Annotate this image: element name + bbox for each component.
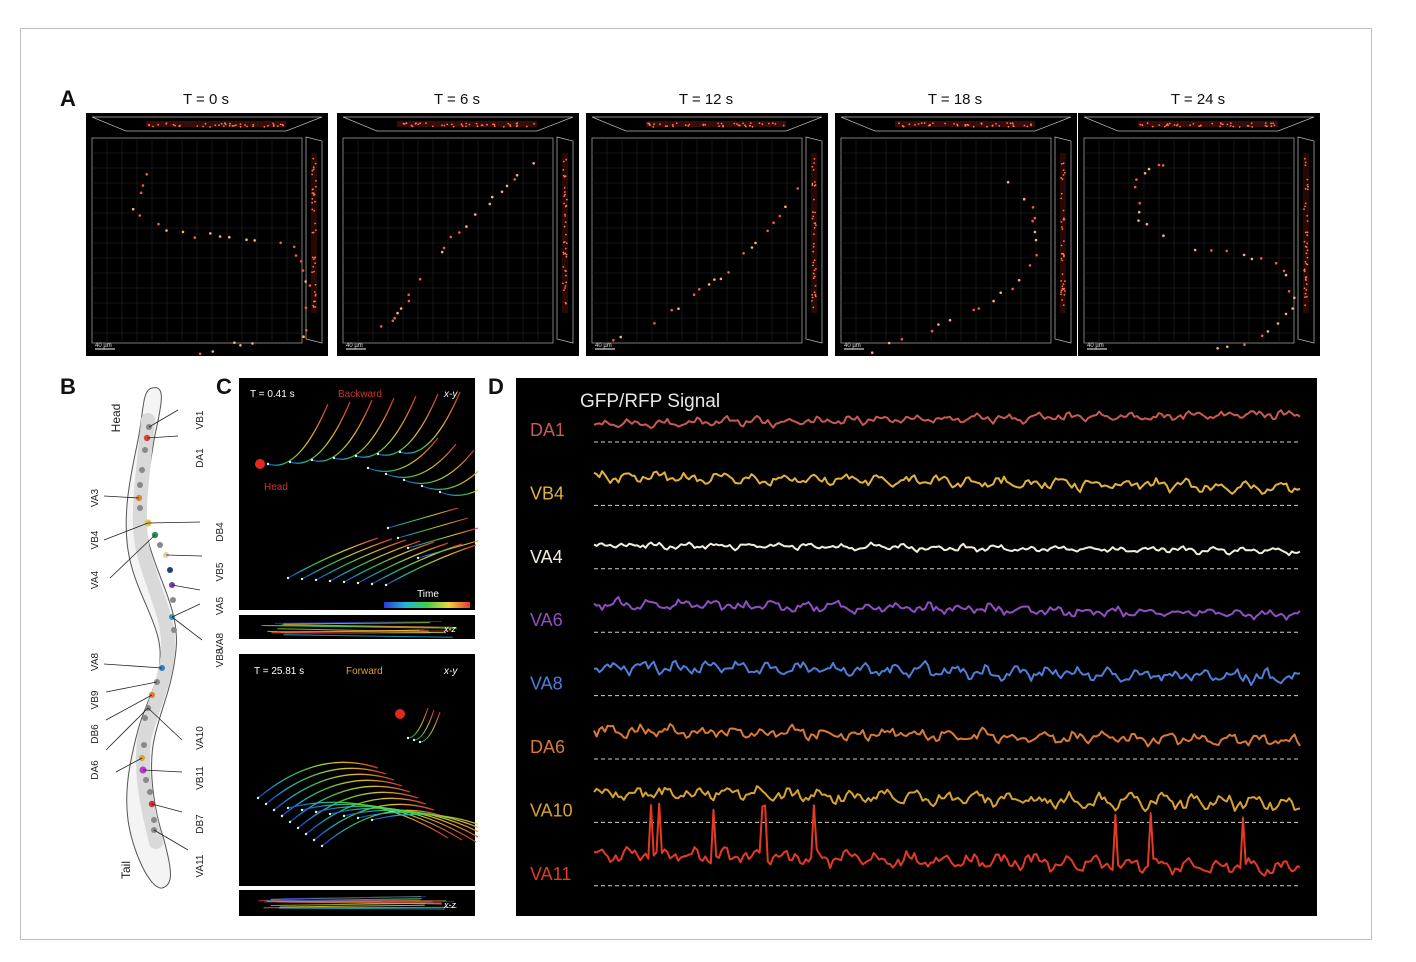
microscopy-volume: 40 µm (586, 113, 828, 356)
neuron-label: VB1 (195, 410, 206, 429)
panel-c-top-xy (239, 378, 475, 610)
bottom-plane-label: x-y (443, 666, 458, 677)
top-time-label: T = 0.41 s (250, 389, 295, 400)
signal-trace (593, 659, 1301, 686)
timepoint-label: T = 24 s (1170, 91, 1226, 108)
top-side-plane-label: x-z (443, 624, 456, 634)
trace-label: VB4 (530, 483, 564, 503)
panel-c-label: C (216, 374, 232, 399)
timepoint-label: T = 12 s (678, 91, 734, 108)
neuron-label: DA6 (90, 760, 101, 780)
neuron-label: VB4 (90, 530, 101, 549)
trace-label: DA1 (530, 420, 565, 440)
trace-label: VA11 (530, 864, 571, 884)
worm-head-label: Head (109, 404, 123, 433)
time-colorbar (384, 602, 470, 608)
neuron-label: VA11 (195, 854, 206, 877)
neuron-label: VA5 (215, 596, 226, 615)
trace-label: VA6 (530, 610, 563, 630)
panel-d-title: GFP/RFP Signal (580, 391, 720, 412)
worm-tail-label: Tail (119, 861, 133, 879)
signal-trace (593, 596, 1301, 621)
panel-b-label: B (60, 374, 76, 399)
neuron-label: VB8 (215, 648, 226, 667)
microscopy-volume: 40 µm (1078, 113, 1320, 356)
timepoint-label: T = 0 s (183, 91, 229, 108)
signal-trace (593, 723, 1301, 748)
trace-label: DA6 (530, 737, 565, 757)
microscopy-volume: 40 µm (835, 113, 1077, 356)
panel-d-calcium-traces: GFP/RFP Signal DA1 VB4 VA4 VA6 VA8 DA6 VA10 VA1… (516, 378, 1317, 916)
svg-text:40 µm: 40 µm (346, 343, 363, 349)
head-marker-dot (395, 709, 405, 719)
panel-b-worm-diagram: Head Tail VB1 DA1 DB4 VB5 VA5 VB8 VA8 VA… (90, 387, 226, 889)
bottom-direction-label: Forward (346, 666, 383, 677)
svg-text:40 µm: 40 µm (844, 343, 861, 349)
signal-trace (593, 785, 1301, 813)
svg-text:40 µm: 40 µm (1087, 343, 1104, 349)
svg-text:40 µm: 40 µm (595, 343, 612, 349)
top-plane-label: x-y (443, 389, 458, 400)
panel-d-background (516, 378, 1317, 916)
panel-c-trajectories: Time T = 0.41 s Backward x-y Head x-z T … (239, 378, 478, 916)
neuron-label: DB6 (90, 724, 101, 744)
signal-trace (593, 802, 1301, 877)
microscopy-volume: 40 µm (337, 113, 579, 356)
neuron-label: VA8 (90, 652, 101, 671)
panel-c-bottom-xy (239, 654, 475, 886)
trajectory-lines-xz (258, 620, 457, 910)
panel-a-label: A (60, 86, 76, 111)
trajectory-lines-top (266, 391, 478, 587)
trajectory-lines-bottom (256, 707, 478, 848)
neuron-label: DB4 (215, 522, 226, 542)
neuron-labels: VB1 DA1 DB4 VB5 VA5 VB8 VA8 VA10 VB11 DB… (90, 410, 226, 877)
timepoint-label: T = 18 s (927, 91, 983, 108)
neuron-label: VA8 (215, 632, 226, 651)
neuron-label: DA1 (195, 448, 206, 468)
trace-label: VA4 (530, 547, 563, 567)
colorbar-label: Time (417, 589, 439, 600)
signal-trace (593, 470, 1301, 495)
trace-label: VA8 (530, 674, 563, 694)
neuron-label: VA10 (195, 726, 206, 750)
neuron-label: VB5 (215, 562, 226, 581)
neuron-label: DB7 (195, 814, 206, 834)
neuron-label: VB9 (90, 690, 101, 709)
panel-d-label: D (488, 374, 504, 399)
bottom-time-label: T = 25.81 s (254, 666, 304, 677)
neuron-label: VA3 (90, 488, 101, 507)
trace-group: DA1 VB4 VA4 VA6 VA8 DA6 VA10 VA11 (530, 409, 1301, 887)
microscopy-volume: 40 µm (86, 113, 328, 356)
bottom-side-plane-label: x-z (443, 900, 456, 910)
neuron-leader-lines (103, 409, 203, 851)
svg-text:40 µm: 40 µm (95, 343, 112, 349)
timepoint-label: T = 6 s (434, 91, 480, 108)
head-marker-dot (255, 459, 265, 469)
neuron-label: VB11 (195, 766, 206, 790)
signal-trace (593, 409, 1301, 430)
trace-label: VA10 (530, 800, 573, 820)
neuron-label: VA4 (90, 570, 101, 589)
top-direction-label: Backward (338, 389, 382, 400)
signal-trace (593, 541, 1301, 557)
head-label: Head (264, 482, 288, 493)
